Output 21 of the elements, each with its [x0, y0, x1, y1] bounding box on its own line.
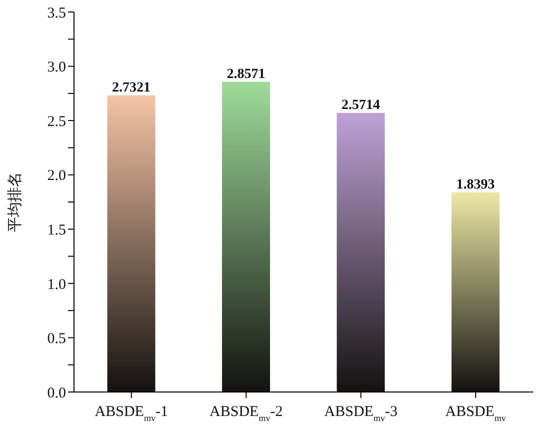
x-tick-label: ABSDE$_{mv}$-1 [94, 404, 168, 423]
y-tick-label: 2.5 [47, 114, 66, 130]
y-tick-label: 0.5 [47, 331, 66, 348]
data-label: 1.8393 [456, 177, 495, 192]
y-tick-label: 2.0 [47, 168, 66, 184]
y-tick-label: 1.5 [47, 222, 66, 238]
bar [336, 112, 385, 392]
data-label: 2.8571 [226, 66, 266, 82]
y-tick-label: 0.0 [47, 385, 66, 402]
data-label: 2.7321 [112, 80, 151, 96]
y-tick-label: 3.5 [47, 5, 66, 22]
data-label: 2.5714 [342, 98, 380, 113]
x-tick-label: ABSDE$_{mv}$-2 [210, 404, 283, 423]
bar [107, 95, 156, 392]
bar [222, 82, 270, 392]
y-tick-label: 1.0 [47, 276, 66, 293]
x-tick-label: ABSDE$_{mv}$ [445, 404, 506, 423]
y-tick-label: 3.0 [47, 60, 66, 76]
x-tick-label: ABSDE$_{mv}$-3 [324, 404, 398, 423]
y-axis-title: 平均排名 [6, 172, 24, 232]
bar [452, 192, 500, 392]
